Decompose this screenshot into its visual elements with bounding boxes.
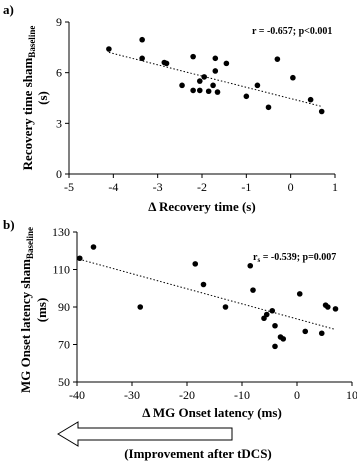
- improvement-arrow: [57, 421, 233, 447]
- data-point: [318, 108, 325, 115]
- data-point: [205, 88, 212, 95]
- data-point: [307, 96, 314, 103]
- panel-b-points: [76, 244, 339, 350]
- y-tick-label: 0: [56, 167, 62, 181]
- y-tick-label: 3: [56, 116, 62, 130]
- y-tick-label: 110: [52, 263, 70, 277]
- panel-a-trendline: [108, 51, 322, 107]
- panel-a-y-axis-label: Recovery time shamBaseline: [20, 26, 37, 171]
- data-point: [250, 287, 256, 293]
- data-point: [263, 311, 270, 318]
- data-point: [269, 307, 276, 314]
- x-tick-label: -4: [108, 180, 118, 194]
- y-tick-label: 70: [58, 338, 70, 352]
- data-point: [247, 262, 254, 269]
- data-point: [274, 56, 281, 62]
- data-point: [163, 60, 170, 67]
- x-tick-label: -30: [124, 388, 140, 402]
- panel-b-ticks: -40 -30 -20 -10 0 10 50 70 90 110 130: [52, 225, 357, 402]
- data-point: [222, 304, 229, 310]
- x-tick-label: -5: [64, 180, 74, 194]
- data-point: [200, 281, 207, 288]
- data-point: [196, 78, 203, 84]
- y-tick-label: 9: [56, 15, 62, 29]
- data-point: [212, 55, 219, 62]
- panel-a-points: [106, 36, 325, 115]
- x-tick-label: 0: [294, 388, 300, 402]
- data-point: [223, 60, 230, 67]
- x-tick-label: -20: [179, 388, 195, 402]
- y-tick-label: 6: [56, 66, 62, 80]
- data-point: [139, 55, 145, 62]
- data-point: [190, 87, 196, 94]
- panel-b-annotation: rs = -0.539; p=0.007: [253, 252, 336, 264]
- data-point: [76, 255, 83, 262]
- data-point: [90, 244, 97, 250]
- panel-b: b) rs = -0.539; p=0.007 -40 -30 -20 -10 0 10 5…: [3, 217, 357, 420]
- panel-b-y-axis-unit: (ms): [34, 298, 49, 323]
- panel-a-label: a): [3, 2, 14, 17]
- panel-a-x-axis-label: Δ Recovery time (s): [148, 199, 255, 214]
- x-tick-label: 10: [346, 388, 357, 402]
- data-point: [212, 68, 219, 74]
- x-tick-label: -3: [153, 180, 163, 194]
- data-point: [192, 261, 199, 267]
- panel-a-annotation: r = -0.657; p<0.001: [252, 26, 332, 37]
- panel-a-ticks: -5 -4 -3 -2 -1 0 1 0 3 6 9: [56, 15, 338, 194]
- data-point: [318, 330, 325, 337]
- data-point: [302, 328, 309, 335]
- data-point: [196, 87, 203, 94]
- data-point: [179, 82, 185, 89]
- x-tick-label: 1: [332, 180, 338, 194]
- data-point: [332, 306, 339, 312]
- improvement-caption: (Improvement after tDCS): [124, 446, 272, 461]
- x-tick-label: -10: [234, 388, 250, 402]
- x-tick-label: -40: [69, 388, 85, 402]
- data-point: [243, 93, 250, 100]
- x-tick-label: -2: [197, 180, 207, 194]
- data-point: [201, 74, 208, 80]
- panel-b-label: b): [3, 217, 15, 232]
- data-point: [290, 74, 296, 81]
- data-point: [254, 82, 261, 89]
- panel-a-y-axis-unit: (s): [35, 91, 50, 105]
- panel-b-x-axis-label: Δ MG Onset latency (ms): [142, 405, 282, 420]
- panel-b-y-axis-label: MG Onset latency shamBaseline: [18, 227, 35, 393]
- data-point: [296, 291, 303, 297]
- data-point: [272, 343, 278, 350]
- x-tick-label: 0: [288, 180, 294, 194]
- panel-a: a) r = -0.657; p<0.001 -5 -4 -3 -2 -1 0 10369 …: [3, 2, 338, 214]
- data-point: [214, 89, 221, 95]
- data-point: [139, 36, 145, 43]
- data-point: [106, 46, 112, 52]
- data-point: [325, 304, 331, 310]
- y-tick-label: 130: [52, 225, 70, 239]
- y-tick-label: 50: [58, 375, 70, 389]
- x-tick-label: -1: [241, 180, 251, 194]
- data-point: [272, 322, 278, 329]
- y-tick-label: 90: [58, 300, 70, 314]
- data-point: [280, 336, 287, 342]
- data-point: [265, 104, 272, 111]
- left-arrow-icon: [57, 421, 233, 447]
- data-point: [210, 82, 216, 89]
- data-point: [137, 304, 144, 310]
- data-point: [190, 53, 196, 60]
